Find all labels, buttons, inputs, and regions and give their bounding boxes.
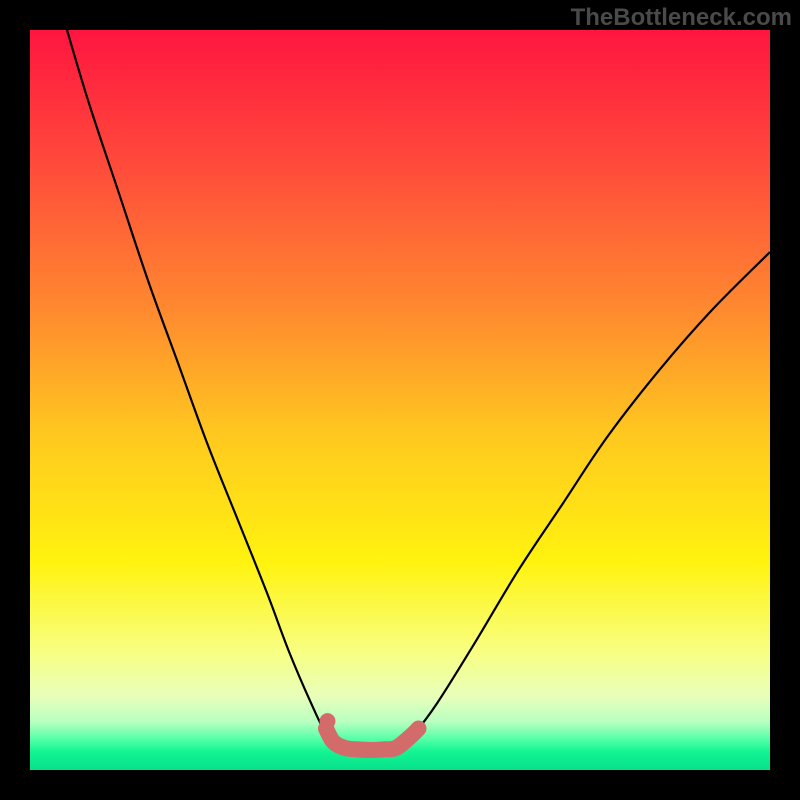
chart-plot-bg: [30, 30, 770, 770]
watermark-text: TheBottleneck.com: [571, 4, 792, 32]
marker-dot: [319, 713, 335, 729]
bottleneck-chart: [0, 0, 800, 800]
